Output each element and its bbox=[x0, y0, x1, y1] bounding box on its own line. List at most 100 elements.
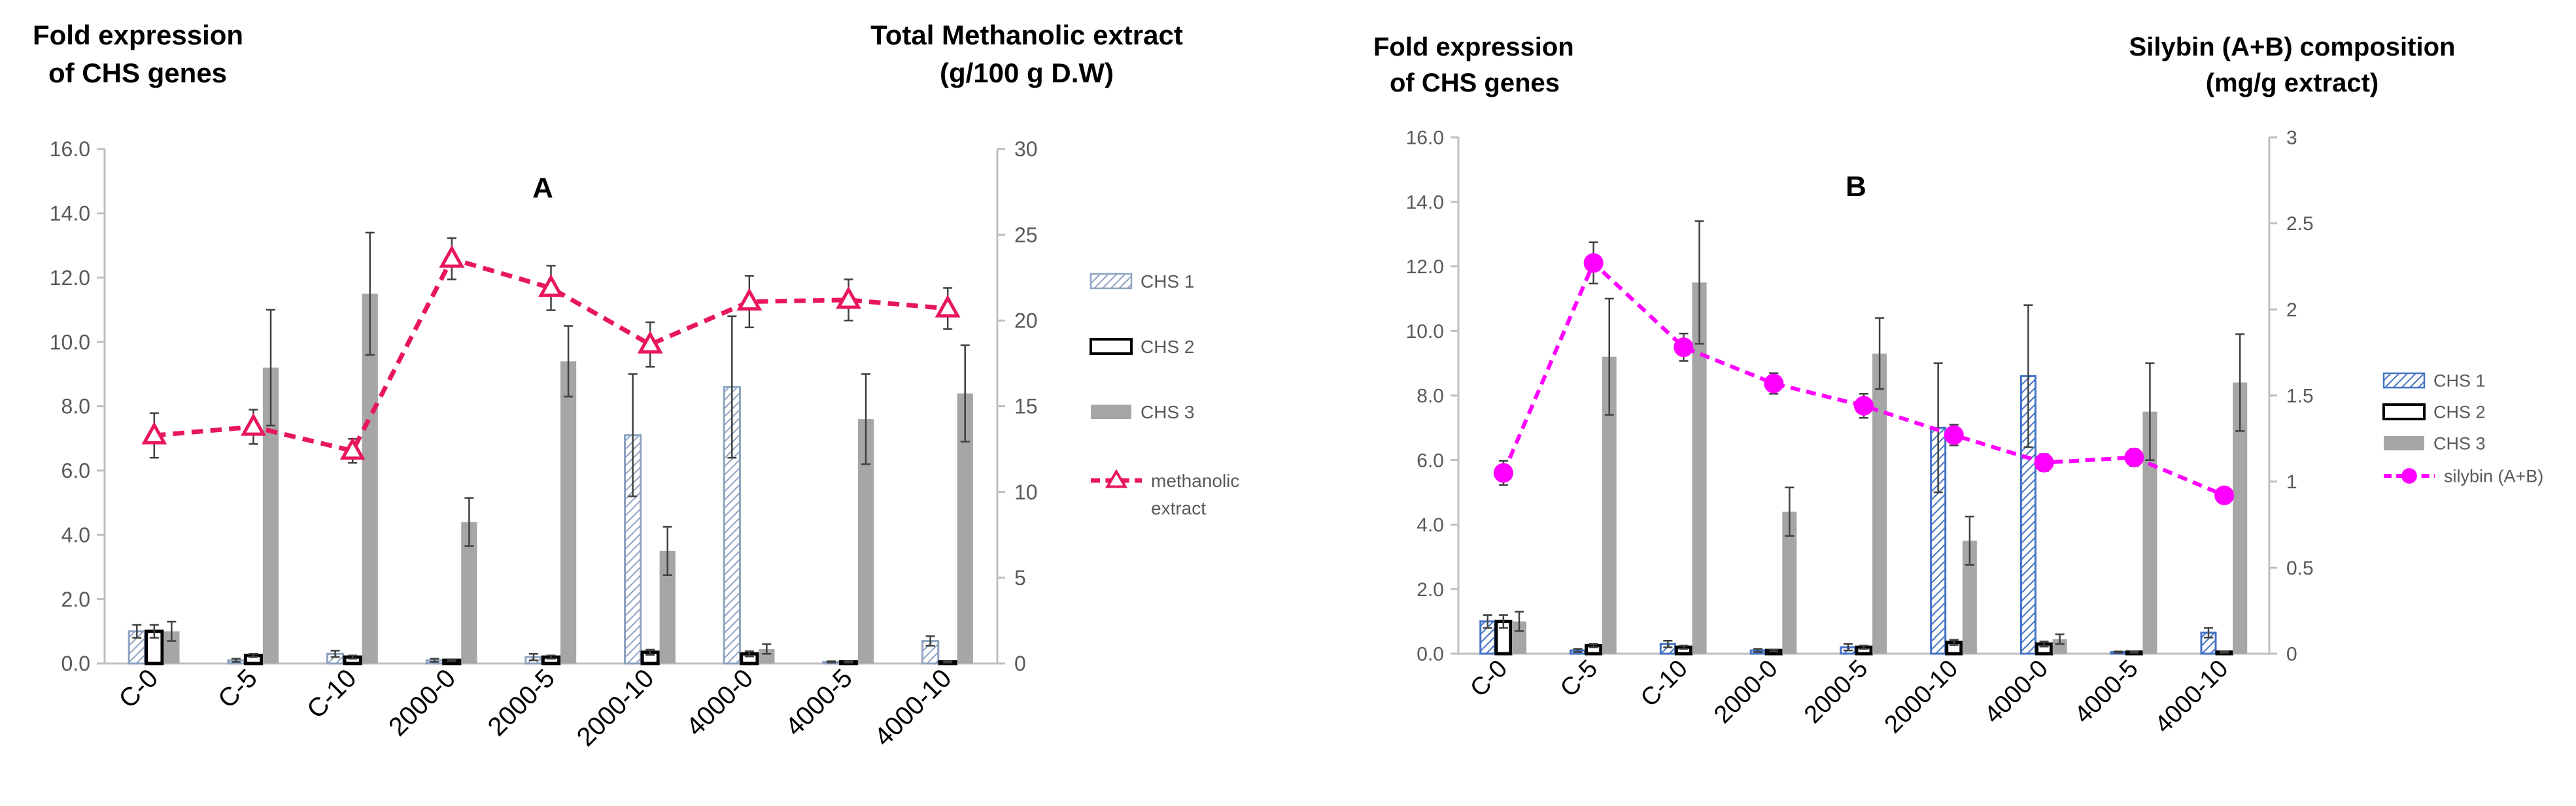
line-marker-triangle bbox=[141, 421, 167, 445]
left-axis-title-line-2: of CHS genes bbox=[48, 58, 227, 88]
legend-label: CHS 1 bbox=[2433, 371, 2486, 390]
legend-swatch-chs-2 bbox=[1090, 338, 1133, 355]
x-tick-label: 2000-0 bbox=[1709, 655, 1783, 729]
line-marker-triangle bbox=[836, 286, 861, 309]
x-tick-label: 2000-0 bbox=[383, 663, 461, 741]
y-tick-label: 12.0 bbox=[50, 266, 90, 290]
line-marker-triangle bbox=[538, 274, 564, 297]
legend-swatch-chs-1 bbox=[2382, 372, 2426, 389]
y2-tick-label: 3 bbox=[2286, 127, 2297, 149]
y-tick-label: 16.0 bbox=[50, 137, 90, 161]
bar-chs-3 bbox=[560, 361, 577, 663]
line-marker-circle bbox=[1493, 463, 1513, 483]
line-marker-triangle bbox=[339, 437, 366, 460]
x-tick-label: 4000-10 bbox=[2150, 655, 2233, 739]
x-tick-label: C-5 bbox=[213, 663, 263, 714]
chart-panel-a: Fold expression of CHS genes Total Metha… bbox=[33, 20, 1239, 752]
line-marker-circle bbox=[1583, 253, 1604, 273]
x-tick-label: 4000-10 bbox=[869, 663, 957, 752]
y-tick-label: 6.0 bbox=[1417, 450, 1444, 471]
bar-chs-3 bbox=[2233, 382, 2248, 654]
y-tick-label: 10.0 bbox=[50, 330, 90, 354]
line-marker-triangle bbox=[736, 288, 763, 311]
y2-tick-label: 30 bbox=[1014, 137, 1038, 161]
legend-swatch-chs-2 bbox=[2382, 403, 2426, 420]
y-tick-label: 10.0 bbox=[1406, 321, 1444, 343]
legend-swatch-chs-3 bbox=[2384, 436, 2424, 450]
bar-chs-3 bbox=[2052, 639, 2067, 654]
line-series bbox=[1502, 260, 2225, 497]
y2-tick-label: 2 bbox=[2286, 299, 2297, 321]
left-axis-title-line-1: Fold expression bbox=[33, 20, 243, 50]
y2-tick-label: 0 bbox=[2286, 644, 2297, 665]
y2-tick-label: 25 bbox=[1014, 223, 1038, 246]
bar-chs-3 bbox=[1872, 353, 1887, 654]
line-marker-circle bbox=[2034, 452, 2054, 473]
line-marker-circle bbox=[2124, 447, 2144, 467]
x-tick-label: 4000-0 bbox=[681, 663, 759, 741]
legend-label: CHS 2 bbox=[1141, 337, 1194, 357]
line-marker-triangle bbox=[439, 244, 465, 268]
line-series bbox=[154, 256, 948, 454]
line-marker-triangle bbox=[637, 330, 663, 354]
right-axis-title-line-2: (g/100 g D.W) bbox=[940, 58, 1114, 88]
x-tick-label: C-10 bbox=[1636, 655, 1693, 713]
bar-chs-3 bbox=[1511, 621, 1527, 654]
x-tick-label: C-0 bbox=[1465, 655, 1513, 703]
left-axis-title-line-1: Fold expression bbox=[1373, 33, 1574, 61]
legend-swatch-chs-3 bbox=[1091, 405, 1131, 419]
x-tick-label: 2000-5 bbox=[483, 663, 560, 741]
x-tick-label: C-5 bbox=[1555, 655, 1603, 703]
y-tick-label: 4.0 bbox=[1417, 514, 1444, 536]
line-marker-circle bbox=[1764, 373, 1784, 394]
y-tick-label: 2.0 bbox=[1417, 579, 1444, 601]
x-tick-label: 2000-5 bbox=[1799, 655, 1873, 729]
x-tick-label: 4000-5 bbox=[2069, 655, 2143, 729]
y2-tick-label: 1.5 bbox=[2286, 386, 2314, 407]
y-tick-label: 12.0 bbox=[1406, 256, 1444, 278]
right-axis-title-line-1: Total Methanolic extract bbox=[870, 20, 1183, 50]
x-tick-label: 2000-10 bbox=[572, 663, 660, 752]
legend-label: CHS 3 bbox=[2433, 433, 2486, 453]
y-tick-label: 8.0 bbox=[1417, 386, 1444, 407]
legend-label: silybin (A+B) bbox=[2444, 466, 2543, 486]
y-tick-label: 8.0 bbox=[61, 395, 90, 418]
legend-label: CHS 1 bbox=[1141, 271, 1194, 292]
x-tick-label: C-0 bbox=[114, 663, 164, 714]
bar-chs-3 bbox=[759, 648, 775, 663]
y-tick-label: 6.0 bbox=[61, 459, 90, 482]
bar-chs-3 bbox=[1692, 282, 1707, 654]
line-marker-circle bbox=[1944, 425, 1964, 445]
bar-chs-3 bbox=[1962, 541, 1977, 654]
y2-tick-label: 20 bbox=[1014, 309, 1038, 333]
line-marker-triangle bbox=[935, 294, 961, 318]
line-marker-circle bbox=[2214, 485, 2235, 505]
y-tick-label: 4.0 bbox=[61, 523, 90, 546]
legend-label: CHS 2 bbox=[2433, 402, 2486, 422]
y2-tick-label: 0 bbox=[1014, 652, 1026, 675]
bar-chs-3 bbox=[2142, 411, 2157, 654]
y2-tick-label: 2.5 bbox=[2286, 213, 2314, 235]
y2-tick-label: 10 bbox=[1014, 480, 1038, 504]
y-tick-label: 0.0 bbox=[61, 652, 90, 675]
x-tick-label: 4000-5 bbox=[780, 663, 858, 741]
bar-chs-3 bbox=[1602, 356, 1617, 654]
legend-marker-circle bbox=[2401, 468, 2417, 484]
right-axis-title-line-1: Silybin (A+B) composition bbox=[2129, 33, 2456, 61]
x-tick-label: C-10 bbox=[301, 663, 362, 724]
y-tick-label: 2.0 bbox=[61, 588, 90, 611]
panel-label: B bbox=[1846, 171, 1866, 203]
y2-tick-label: 5 bbox=[1014, 566, 1026, 590]
y-tick-label: 16.0 bbox=[1406, 127, 1444, 149]
y2-tick-label: 0.5 bbox=[2286, 558, 2314, 579]
panel-label: A bbox=[532, 172, 553, 204]
legend-marker-triangle bbox=[1105, 469, 1128, 488]
y2-tick-label: 15 bbox=[1014, 395, 1038, 418]
line-marker-circle bbox=[1674, 337, 1694, 358]
legend-swatch-chs-1 bbox=[1090, 273, 1133, 290]
legend-label: CHS 3 bbox=[1141, 402, 1194, 422]
y-tick-label: 0.0 bbox=[1417, 644, 1444, 665]
y2-tick-label: 1 bbox=[2286, 471, 2297, 493]
y-tick-label: 14.0 bbox=[1406, 192, 1444, 213]
